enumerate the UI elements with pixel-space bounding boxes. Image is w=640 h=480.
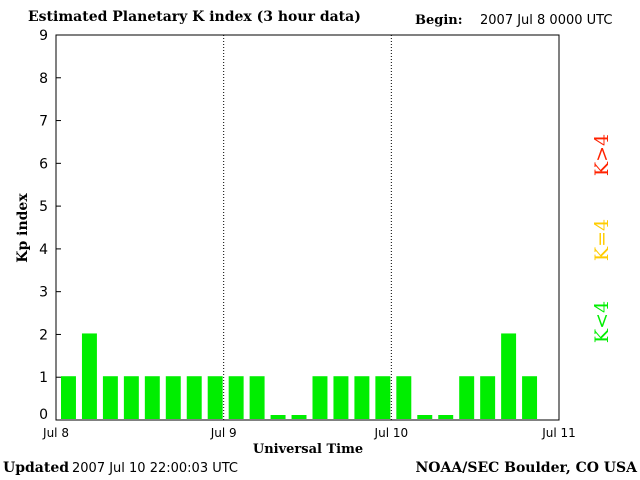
kp-bar	[312, 376, 328, 419]
begin-value: 2007 Jul 8 0000 UTC	[480, 13, 613, 28]
kp-bar	[144, 376, 160, 419]
kp-bar	[417, 415, 433, 419]
legend: K>4 K=4 K<4	[591, 134, 613, 343]
x-tick-label: Jul 9	[210, 426, 237, 440]
kp-bar	[186, 376, 202, 419]
y-axis-label: Kp index	[15, 193, 31, 263]
kp-bar	[396, 376, 412, 419]
updated-value: 2007 Jul 10 22:00:03 UTC	[72, 461, 238, 476]
kp-bar	[61, 376, 76, 419]
kp-bar	[228, 376, 244, 419]
y-tick-label: 6	[39, 156, 48, 172]
kp-bar	[123, 376, 139, 419]
y-axis-ticks: 0 1 2 3 4 5 6 7 8 9	[39, 28, 61, 423]
y-tick-label: 4	[39, 242, 48, 258]
x-tick-label: Jul 8	[42, 426, 69, 440]
chart-title: Estimated Planetary K index (3 hour data…	[28, 9, 361, 25]
kp-bar	[438, 415, 454, 419]
plot-frame	[55, 34, 560, 421]
y-tick-label: 2	[39, 327, 48, 343]
source-label: NOAA/SEC Boulder, CO USA	[415, 460, 638, 476]
y-tick-label: 0	[39, 407, 48, 423]
kp-bar	[207, 376, 223, 419]
kp-bar	[102, 376, 118, 419]
y-tick-label: 3	[39, 285, 48, 301]
kp-bar	[354, 376, 370, 419]
y-tick-label: 9	[39, 28, 48, 44]
y-tick-label: 8	[39, 71, 48, 87]
kp-bar	[165, 376, 181, 419]
kp-bar	[81, 333, 97, 419]
kp-bars	[61, 333, 538, 419]
kp-bar	[375, 376, 391, 419]
day-separators	[223, 35, 392, 420]
x-axis-label: Universal Time	[253, 442, 363, 457]
begin-label: Begin:	[415, 13, 463, 28]
updated-label: Updated	[3, 460, 70, 476]
legend-item: K<4	[591, 301, 613, 343]
kp-bar	[501, 333, 517, 419]
y-tick-label: 1	[39, 370, 48, 386]
kp-bar	[249, 376, 265, 419]
kp-bar	[291, 415, 307, 419]
legend-item: K>4	[591, 134, 613, 176]
legend-item: K=4	[591, 219, 613, 261]
x-tick-label: Jul 11	[541, 426, 576, 440]
y-tick-label: 7	[39, 114, 48, 130]
x-axis-ticks: Jul 8 Jul 9 Jul 10 Jul 11	[42, 426, 576, 440]
kp-bar	[480, 376, 496, 419]
kp-bar	[270, 415, 286, 419]
kp-bar	[459, 376, 475, 419]
y-tick-label: 5	[39, 199, 48, 215]
x-tick-label: Jul 10	[374, 426, 409, 440]
kp-bar	[522, 376, 538, 419]
kp-bar	[333, 376, 349, 419]
